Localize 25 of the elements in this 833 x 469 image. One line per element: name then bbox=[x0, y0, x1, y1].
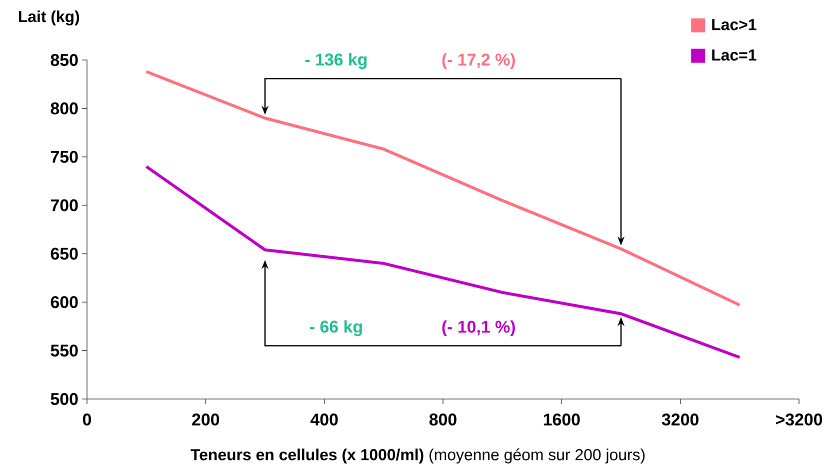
y-tick-label: 800 bbox=[50, 102, 78, 114]
y-tick-label: 850 bbox=[50, 54, 78, 66]
annotation: - 136 kg bbox=[305, 53, 367, 69]
x-tick-label: 3200 bbox=[662, 414, 698, 426]
y-tick-label: 500 bbox=[50, 393, 78, 405]
x-tick-label: 400 bbox=[310, 414, 338, 426]
x-tick-label: 200 bbox=[192, 414, 220, 426]
legend-label: Lac=1 bbox=[712, 50, 756, 61]
legend-label: Lac>1 bbox=[712, 19, 756, 30]
y-tick-label: 700 bbox=[50, 199, 78, 212]
line-series bbox=[144, 165, 742, 359]
x-tick-label: 0 bbox=[82, 414, 92, 426]
y-tick-label: 550 bbox=[50, 344, 78, 357]
x-axis-title: Teneurs en cellules (x 1000/ml) (moyenne géom sur 200 jours) bbox=[190, 448, 645, 464]
line-series bbox=[144, 70, 742, 307]
y-tick-label: 650 bbox=[50, 248, 78, 260]
annotation: (- 10,1 %) bbox=[442, 320, 515, 336]
x-tick-label: 800 bbox=[429, 414, 456, 426]
annotation: - 66 kg bbox=[310, 320, 362, 336]
y-tick-label: 750 bbox=[50, 150, 78, 163]
annotation: (- 17,2 %) bbox=[442, 53, 515, 69]
y-axis-title: Lait (kg) bbox=[18, 10, 80, 26]
x-tick-label: >3200 bbox=[776, 414, 822, 426]
x-tick-label: 1600 bbox=[544, 414, 580, 426]
y-tick-label: 600 bbox=[50, 296, 78, 308]
